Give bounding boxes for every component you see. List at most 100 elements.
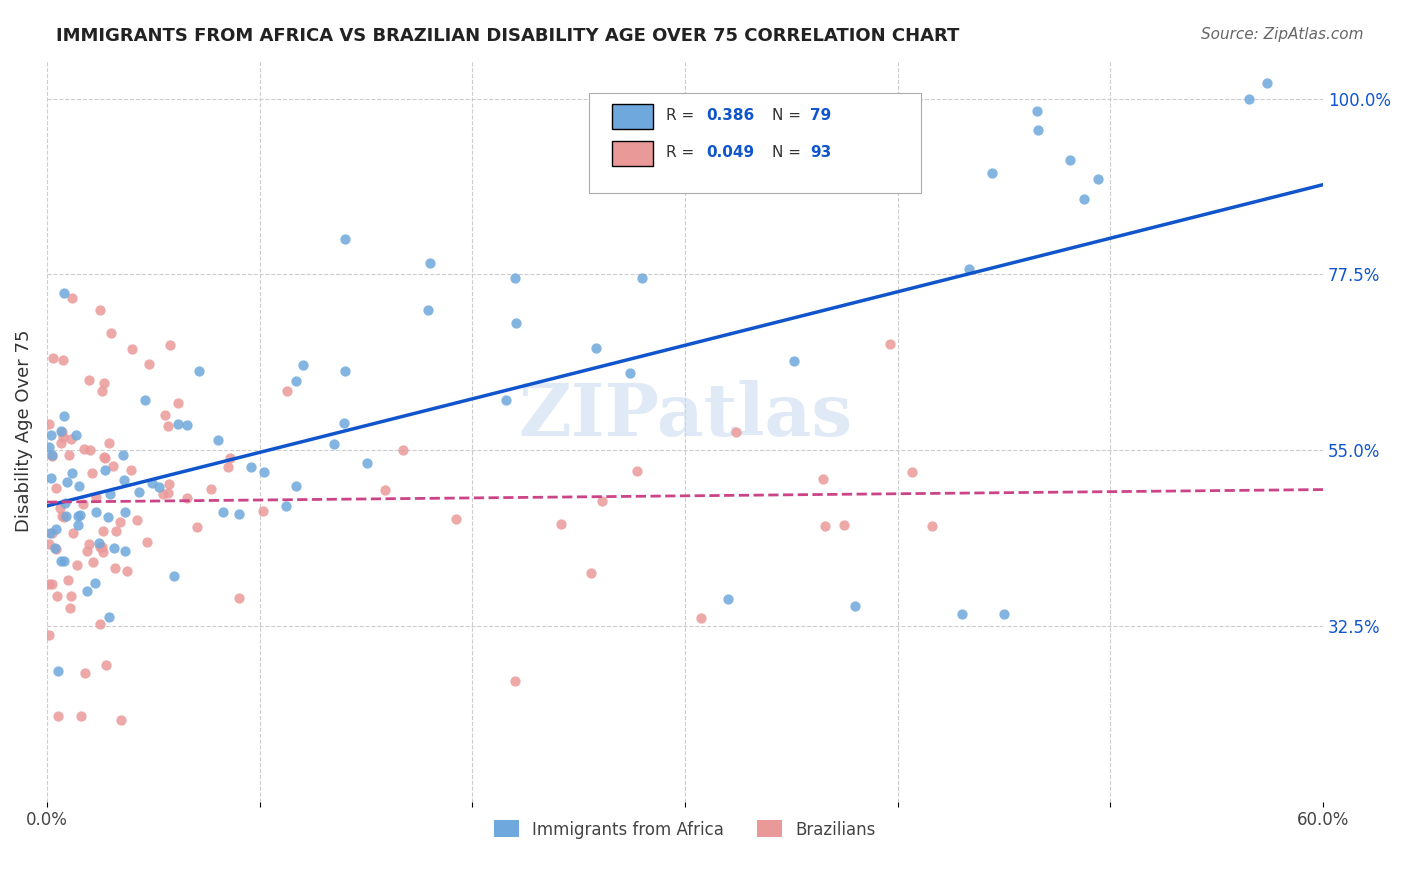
Point [87, 536, 110, 550]
Point [86, 490, 108, 504]
Point [84, 576, 107, 591]
Point [446, 512, 468, 526]
Point [374, 483, 396, 497]
Point [98, 609, 121, 624]
Y-axis label: Disability Age Over 75: Disability Age Over 75 [15, 329, 32, 532]
Point [39, 428, 62, 442]
Text: Source: ZipAtlas.com: Source: ZipAtlas.com [1201, 27, 1364, 42]
Point [212, 505, 235, 519]
Point [141, 475, 163, 490]
Point [112, 473, 135, 487]
Point [844, 599, 866, 614]
Text: R =: R = [666, 108, 699, 123]
Point [1026, 104, 1049, 119]
Point [127, 513, 149, 527]
Point [67, 479, 90, 493]
Point [176, 491, 198, 505]
Point [41, 448, 63, 462]
Point [690, 611, 713, 625]
Point [91, 545, 114, 559]
Point [45, 522, 67, 536]
Point [114, 543, 136, 558]
Point [252, 504, 274, 518]
Point [89, 540, 111, 554]
Point [1256, 76, 1278, 90]
Point [292, 358, 315, 372]
Point [104, 560, 127, 574]
Point [322, 437, 344, 451]
Point [1059, 153, 1081, 167]
Point [217, 459, 239, 474]
Point [104, 524, 127, 538]
Point [136, 535, 159, 549]
Point [725, 425, 748, 439]
Point [276, 384, 298, 399]
Point [51, 436, 73, 450]
Point [156, 486, 179, 500]
Point [200, 482, 222, 496]
Point [783, 354, 806, 368]
Point [100, 326, 122, 340]
Point [45, 542, 67, 557]
Point [114, 504, 136, 518]
Point [65, 558, 87, 573]
Point [65, 428, 87, 442]
Point [167, 396, 190, 410]
Point [41, 351, 63, 366]
Point [550, 517, 572, 532]
Point [921, 519, 943, 533]
Point [176, 418, 198, 433]
Point [49, 501, 72, 516]
Point [38, 628, 60, 642]
Point [51, 509, 73, 524]
Point [55, 496, 77, 510]
Point [56, 573, 79, 587]
Point [811, 472, 834, 486]
FancyBboxPatch shape [612, 141, 654, 166]
Point [138, 357, 160, 371]
Point [90, 541, 112, 555]
Point [148, 480, 170, 494]
Point [591, 493, 613, 508]
Point [72, 497, 94, 511]
Point [38, 417, 60, 431]
Text: 0.386: 0.386 [707, 108, 755, 123]
Point [187, 363, 209, 377]
Text: R =: R = [666, 145, 699, 160]
Point [418, 302, 440, 317]
Point [716, 591, 738, 606]
Point [52, 430, 75, 444]
Point [98, 487, 121, 501]
Point [120, 463, 142, 477]
Point [93, 376, 115, 390]
Point [48, 709, 70, 723]
Point [55, 509, 77, 524]
Point [45, 481, 67, 495]
Point [284, 374, 307, 388]
Legend: Immigrants from Africa, Brazilians: Immigrants from Africa, Brazilians [488, 814, 883, 846]
Point [75, 665, 97, 680]
Point [82, 555, 104, 569]
Point [159, 338, 181, 352]
Point [60, 589, 83, 603]
Point [66, 517, 89, 532]
Point [419, 255, 441, 269]
Point [79, 442, 101, 457]
Point [333, 232, 356, 246]
Point [51, 424, 73, 438]
Point [89, 302, 111, 317]
Point [91, 524, 114, 539]
Point [166, 417, 188, 431]
Point [53, 409, 76, 423]
Point [186, 520, 208, 534]
Point [503, 271, 526, 285]
Point [156, 419, 179, 434]
Point [69, 508, 91, 522]
Point [101, 459, 124, 474]
Point [1237, 92, 1260, 106]
Point [253, 465, 276, 479]
Point [110, 713, 132, 727]
Point [619, 366, 641, 380]
Point [41, 449, 63, 463]
Point [121, 342, 143, 356]
